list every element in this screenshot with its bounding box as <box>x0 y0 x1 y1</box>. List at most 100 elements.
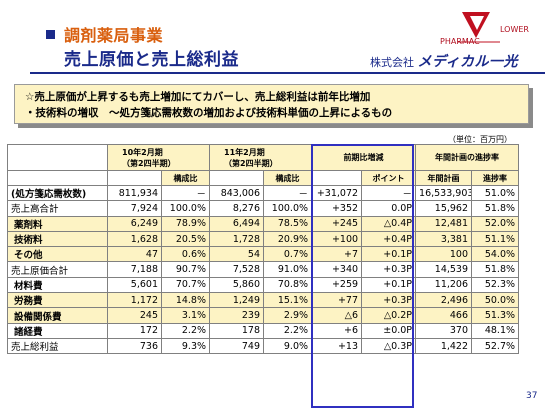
table-row: (処方箋応需枚数) 811,934 － 843,006 － +31,072 － 16,533,… <box>7 184 520 202</box>
table-row: 売上原価合計 7,188 90.7% 7,528 91.0% +340 +0.3P 14,53… <box>7 261 520 278</box>
financial-table: 10年2月期 （第2四半期） 11年2月期 （第2四半期） 前期比増減 年間計画… <box>7 144 520 355</box>
cell-pt: +0.1P <box>361 276 417 294</box>
table-row: 諸経費 172 2.2% 178 2.2% +6 ±0.0P 370 48.1% <box>7 322 520 339</box>
cell-plan: 16,533,903 <box>415 184 473 202</box>
cell-prog: 52.3% <box>471 276 520 294</box>
cell-r11: 0.7% <box>263 246 313 263</box>
cell-prog: 54.0% <box>471 246 520 263</box>
summary-box: ☆売上原価が上昇するも売上増加にてカバーし、売上総利益は前年比増加 ・技術料の増… <box>14 84 529 124</box>
table-row: 売上高合計 7,924 100.0% 8,276 100.0% +352 0.0P 15,96… <box>7 200 520 217</box>
cell-prog: 51.3% <box>471 307 520 324</box>
company-prefix: 株式会社 <box>370 56 414 69</box>
cell-plan: 15,962 <box>415 200 473 217</box>
cell-plan: 466 <box>415 307 473 324</box>
row-label: その他 <box>7 246 108 263</box>
cell-v11: 1,249 <box>209 292 265 309</box>
flower-logo-icon <box>458 12 500 43</box>
cell-v10: 7,924 <box>107 200 162 217</box>
cell-v10: 6,249 <box>107 215 162 232</box>
cell-v10: 245 <box>107 307 162 324</box>
header-yoy: 前期比増減 <box>311 144 417 171</box>
cell-prog: 50.0% <box>471 292 520 309</box>
cell-pt: +0.3P <box>361 261 417 278</box>
summary-line-1: ☆売上原価が上昇するも売上増加にてカバーし、売上総利益は前年比増加 <box>25 91 371 103</box>
table-row: 設備関係費 245 3.1% 239 2.9% △6 △0.2P 466 51.3% <box>7 307 520 324</box>
cell-diff: +100 <box>311 230 363 248</box>
cell-pt: ±0.0P <box>361 322 417 339</box>
row-label: 設備関係費 <box>7 307 108 324</box>
cell-pt: +0.3P <box>361 292 417 309</box>
table-row: 技術料 1,628 20.5% 1,728 20.9% +100 +0.4P 3,381 51.… <box>7 230 520 248</box>
cell-pt: +0.1P <box>361 246 417 263</box>
row-label: 技術料 <box>7 230 108 248</box>
cell-v11: 749 <box>209 337 265 355</box>
cell-v10: 47 <box>107 246 162 263</box>
cell-diff: +77 <box>311 292 363 309</box>
cell-v11: 1,728 <box>209 230 265 248</box>
cell-v11: 239 <box>209 307 265 324</box>
logo-flower-text: LOWER <box>500 25 529 34</box>
cell-v10: 1,628 <box>107 230 162 248</box>
title-bullet-square <box>46 30 55 39</box>
table-row: 材料費 5,601 70.7% 5,860 70.8% +259 +0.1P 11,206 52… <box>7 276 520 294</box>
cell-r11: － <box>263 184 313 202</box>
cell-v10: 5,601 <box>107 276 162 294</box>
cell-prog: 51.8% <box>471 200 520 217</box>
cell-prog: 51.0% <box>471 184 520 202</box>
header-ratio-fy11: 構成比 <box>263 170 313 186</box>
cell-diff: +352 <box>311 200 363 217</box>
cell-r11: 78.5% <box>263 215 313 232</box>
cell-plan: 14,539 <box>415 261 473 278</box>
cell-r10: 100.0% <box>160 200 211 217</box>
cell-r10: 3.1% <box>160 307 211 324</box>
cell-prog: 52.0% <box>471 215 520 232</box>
header-plan-progress: 年間計画の進捗率 <box>415 144 520 171</box>
cell-prog: 48.1% <box>471 322 520 339</box>
cell-pt: △0.2P <box>361 307 417 324</box>
cell-r10: － <box>160 184 211 202</box>
cell-r11: 2.9% <box>263 307 313 324</box>
summary-line-2: ・技術料の増収 ～処方箋応需枚数の増加および技術料単価の上昇によるもの <box>25 107 393 119</box>
row-label: 諸経費 <box>7 322 108 339</box>
header-period-fy11: 11年2月期 （第2四半期） <box>209 144 313 171</box>
cell-r10: 70.7% <box>160 276 211 294</box>
segment-title: 調剤薬局事業 <box>64 26 164 45</box>
row-label: 労務費 <box>7 292 108 309</box>
row-label: (処方箋応需枚数) <box>7 184 108 202</box>
cell-plan: 100 <box>415 246 473 263</box>
cell-pt: － <box>361 184 417 202</box>
cell-pt: △0.4P <box>361 215 417 232</box>
cell-v10: 736 <box>107 337 162 355</box>
row-label: 材料費 <box>7 276 108 294</box>
cell-r10: 14.8% <box>160 292 211 309</box>
unit-label: （単位：百万円） <box>448 135 512 144</box>
header-blank <box>7 144 108 171</box>
cell-v11: 178 <box>209 322 265 339</box>
header-point: ポイント <box>361 170 417 186</box>
table-row: その他 47 0.6% 54 0.7% +7 +0.1P 100 54.0% <box>7 246 520 263</box>
cell-v11: 6,494 <box>209 215 265 232</box>
cell-diff: +13 <box>311 337 363 355</box>
cell-r10: 9.3% <box>160 337 211 355</box>
cell-plan: 370 <box>415 322 473 339</box>
cell-pt: +0.4P <box>361 230 417 248</box>
cell-v11: 54 <box>209 246 265 263</box>
company-logo: PHARMAC LOWER <box>400 8 552 70</box>
header-period-fy10: 10年2月期 （第2四半期） <box>106 144 211 171</box>
cell-r10: 0.6% <box>160 246 211 263</box>
cell-diff: +340 <box>311 261 363 278</box>
row-label: 売上総利益 <box>7 337 108 355</box>
table-body: (処方箋応需枚数) 811,934 － 843,006 － +31,072 － 16,533,… <box>7 184 520 355</box>
header-progress: 進捗率 <box>471 170 520 186</box>
cell-plan: 12,481 <box>415 215 473 232</box>
cell-r10: 90.7% <box>160 261 211 278</box>
cell-plan: 11,206 <box>415 276 473 294</box>
cell-plan: 2,496 <box>415 292 473 309</box>
cell-plan: 3,381 <box>415 230 473 248</box>
cell-r11: 70.8% <box>263 276 313 294</box>
cell-v10: 172 <box>107 322 162 339</box>
header-annual-plan: 年間計画 <box>415 170 473 186</box>
cell-diff: +7 <box>311 246 363 263</box>
cell-v11: 843,006 <box>209 184 265 202</box>
table-row: 労務費 1,172 14.8% 1,249 15.1% +77 +0.3P 2,496 50.0… <box>7 292 520 309</box>
